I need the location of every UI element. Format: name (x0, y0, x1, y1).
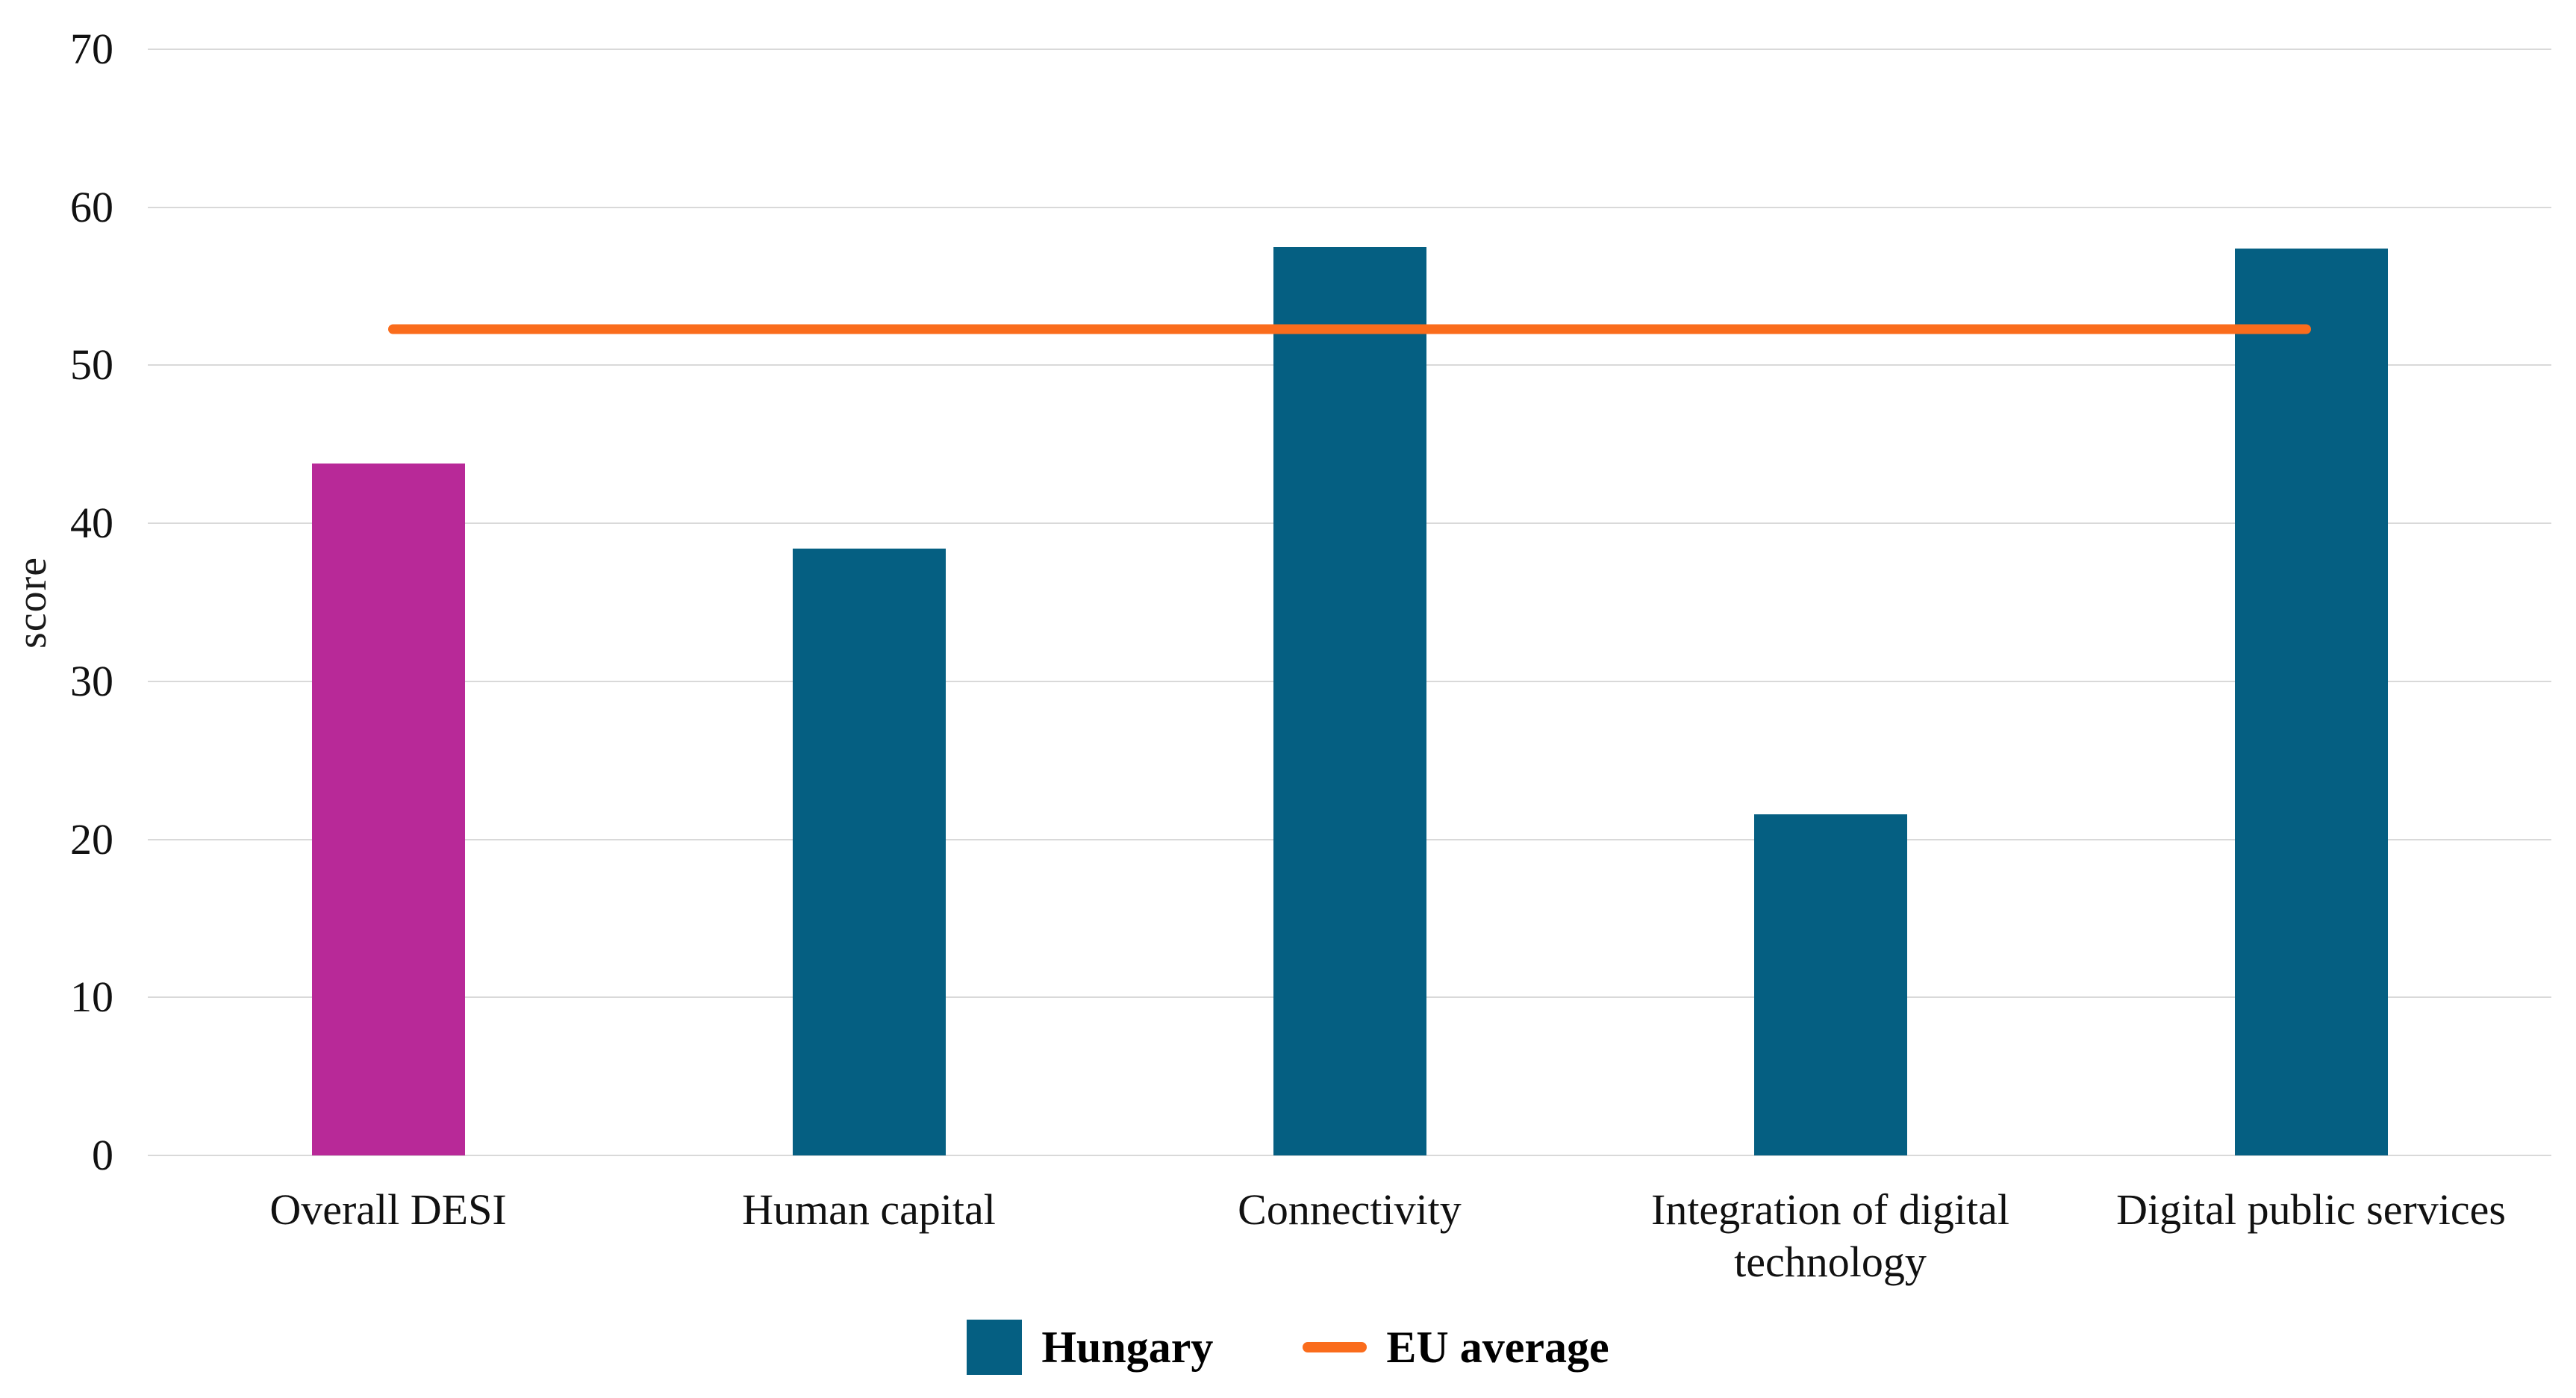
x-label-integration-of-digital-technology: Integration of digital technology (1651, 1185, 2009, 1286)
x-label-human-capital: Human capital (742, 1185, 996, 1234)
y-tick-label-10: 10 (70, 973, 113, 1022)
y-tick-label-60: 60 (70, 182, 113, 231)
gridline-70 (148, 49, 2551, 50)
gridline-0 (148, 1155, 2551, 1156)
gridline-60 (148, 206, 2551, 208)
bar-overall-desi (311, 463, 465, 1155)
bar-connectivity (1273, 246, 1426, 1155)
eu-average-line-swatch-icon (1303, 1342, 1367, 1352)
bar-integration-of-digital-technology (1753, 814, 1907, 1155)
legend-label-eu-average: EU average (1386, 1322, 1609, 1372)
x-label-overall-desi: Overall DESI (269, 1185, 507, 1234)
y-tick-label-0: 0 (92, 1131, 113, 1179)
y-tick-label-20: 20 (70, 814, 113, 864)
y-tick-label-40: 40 (70, 499, 113, 548)
plot-area (148, 49, 2551, 1156)
hungary-swatch-icon (967, 1320, 1023, 1375)
legend-label-hungary: Hungary (1041, 1322, 1214, 1372)
y-tick-label-30: 30 (70, 656, 113, 705)
x-axis-category-labels: Overall DESI Human capital Connectivity Int… (148, 1155, 2551, 1288)
x-label-digital-public-services: Digital public services (2116, 1185, 2506, 1234)
y-tick-label-50: 50 (70, 340, 113, 390)
legend-item-eu-average: EU average (1303, 1322, 1609, 1373)
bar-human-capital (792, 549, 946, 1155)
y-axis-tick-labels: 0 10 20 30 40 50 60 70 (0, 0, 113, 1398)
eu-average-line (388, 324, 2311, 334)
legend: Hungary EU average (0, 1320, 2576, 1375)
legend-item-hungary: Hungary (967, 1320, 1213, 1375)
bar-digital-public-services (2234, 248, 2388, 1155)
x-label-connectivity: Connectivity (1238, 1185, 1462, 1234)
y-tick-label-70: 70 (70, 25, 113, 73)
